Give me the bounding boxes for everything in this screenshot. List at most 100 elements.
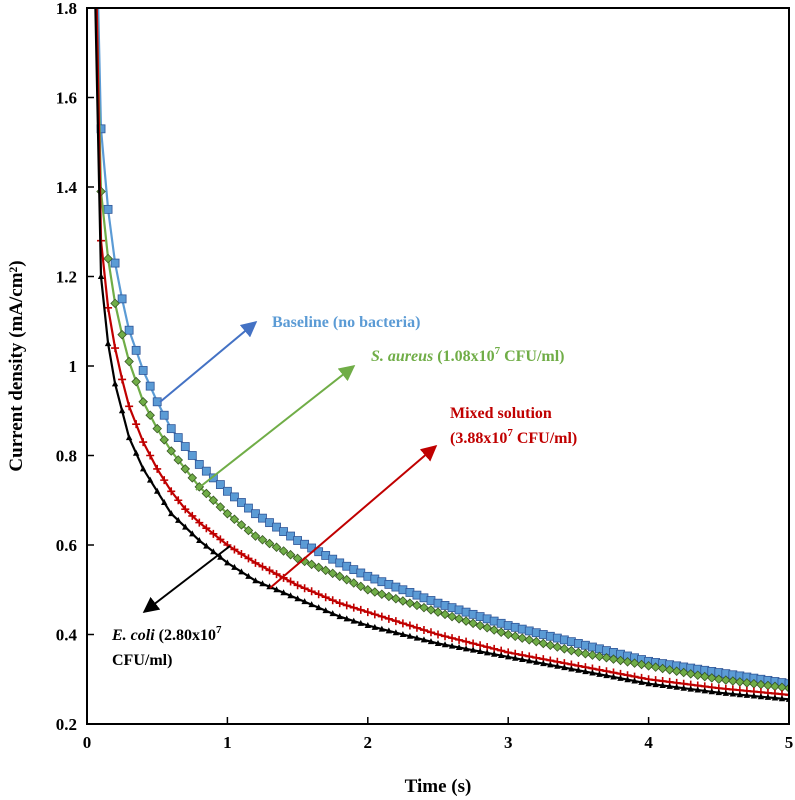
- data-point-ecoli: [259, 580, 266, 587]
- data-point-ecoli: [196, 537, 203, 544]
- data-point-ecoli: [659, 682, 666, 689]
- data-point-saureus: [714, 674, 724, 685]
- data-point-saureus: [426, 605, 436, 615]
- data-point-saureus: [159, 435, 169, 445]
- data-point-mixed: [188, 511, 197, 520]
- data-point-ecoli: [238, 568, 245, 575]
- data-point-saureus: [285, 549, 296, 560]
- data-point-saureus: [629, 658, 640, 668]
- data-point-saureus: [594, 651, 605, 662]
- ecoli-label-line2: CFU/ml): [112, 652, 172, 669]
- data-point-baseline: [145, 381, 155, 391]
- data-point-saureus: [419, 602, 429, 613]
- data-point-ecoli: [154, 487, 161, 494]
- data-point-ecoli: [146, 476, 154, 483]
- data-point-ecoli: [343, 615, 350, 622]
- y-tick-label: 0.4: [56, 626, 78, 645]
- data-point-mixed: [111, 344, 120, 353]
- data-point-saureus: [138, 397, 148, 407]
- data-point-ecoli: [617, 674, 624, 681]
- ecoli-arrow: [142, 545, 231, 613]
- data-point-ecoli: [652, 681, 659, 688]
- data-point-ecoli: [512, 654, 519, 661]
- data-point-saureus: [398, 596, 408, 606]
- data-point-mixed: [118, 375, 127, 384]
- data-point-ecoli: [273, 586, 280, 593]
- data-point-mixed: [434, 630, 442, 639]
- data-point-baseline: [251, 509, 260, 519]
- y-axis-title: Current density (mA/cm²): [6, 260, 27, 471]
- data-point-ecoli: [287, 592, 294, 599]
- data-point-ecoli: [168, 510, 175, 517]
- data-point-ecoli: [722, 689, 730, 696]
- data-point-saureus: [117, 329, 127, 340]
- data-point-mixed: [132, 420, 141, 429]
- data-point-ecoli: [469, 646, 477, 653]
- data-point-saureus: [664, 665, 675, 675]
- x-tick-label: 0: [83, 733, 92, 752]
- data-point-saureus: [173, 455, 184, 465]
- baseline-label: Baseline (no bacteria): [272, 314, 420, 331]
- data-point-saureus: [356, 581, 366, 592]
- y-tick-label: 0.2: [56, 715, 77, 734]
- data-point-saureus: [412, 600, 422, 611]
- y-tick-label: 1.2: [56, 268, 77, 287]
- data-point-mixed: [469, 639, 478, 648]
- data-point-mixed: [370, 610, 379, 619]
- data-point-saureus: [461, 616, 471, 626]
- data-point-mixed: [167, 487, 176, 496]
- mixed-arrow: [269, 444, 438, 589]
- data-point-baseline: [208, 473, 218, 483]
- data-point-baseline: [784, 679, 789, 689]
- data-point-ecoli: [575, 666, 582, 673]
- data-point-ecoli: [645, 680, 652, 687]
- data-point-ecoli: [638, 678, 645, 685]
- data-point-saureus: [707, 673, 717, 683]
- data-point-saureus: [685, 669, 696, 679]
- data-point-ecoli: [540, 660, 547, 667]
- data-point-mixed: [125, 402, 134, 411]
- data-point-ecoli: [715, 689, 722, 696]
- data-point-ecoli: [420, 636, 428, 643]
- data-point-ecoli: [125, 434, 133, 441]
- data-point-ecoli: [610, 673, 617, 680]
- data-point-baseline: [201, 466, 211, 476]
- x-tick-label: 4: [644, 733, 653, 752]
- data-point-baseline: [166, 424, 176, 434]
- x-axis-title: Time (s): [405, 776, 472, 797]
- data-point-mixed: [455, 635, 464, 644]
- data-point-saureus: [271, 542, 282, 553]
- data-point-mixed: [335, 599, 344, 608]
- data-point-saureus: [573, 647, 584, 658]
- data-point-ecoli: [533, 658, 540, 665]
- data-point-ecoli: [413, 634, 421, 641]
- data-point-baseline: [187, 451, 197, 460]
- data-point-saureus: [671, 666, 682, 676]
- y-tick-label: 1.8: [56, 0, 77, 18]
- data-point-ecoli: [139, 465, 147, 472]
- data-point-saureus: [222, 508, 233, 519]
- data-point-ecoli: [490, 650, 498, 657]
- data-point-ecoli: [701, 687, 708, 694]
- data-point-mixed: [328, 596, 337, 605]
- data-point-ecoli: [104, 340, 112, 347]
- data-point-saureus: [721, 675, 731, 685]
- y-tick-label: 1.6: [56, 89, 77, 108]
- data-point-ecoli: [357, 619, 364, 626]
- data-point-ecoli: [603, 672, 610, 679]
- data-point-saureus: [601, 653, 612, 663]
- data-point-saureus: [728, 676, 738, 686]
- data-point-ecoli: [708, 688, 715, 695]
- data-point-ecoli: [666, 682, 673, 689]
- data-point-ecoli: [111, 380, 119, 387]
- data-point-mixed: [356, 605, 365, 614]
- data-point-saureus: [615, 655, 626, 666]
- data-point-mixed: [441, 632, 450, 641]
- data-point-ecoli: [694, 686, 701, 693]
- data-point-ecoli: [189, 530, 196, 537]
- data-point-saureus: [657, 663, 668, 674]
- data-point-ecoli: [455, 643, 463, 650]
- data-point-baseline: [215, 480, 225, 489]
- data-point-saureus: [215, 502, 226, 512]
- data-point-ecoli: [547, 661, 554, 668]
